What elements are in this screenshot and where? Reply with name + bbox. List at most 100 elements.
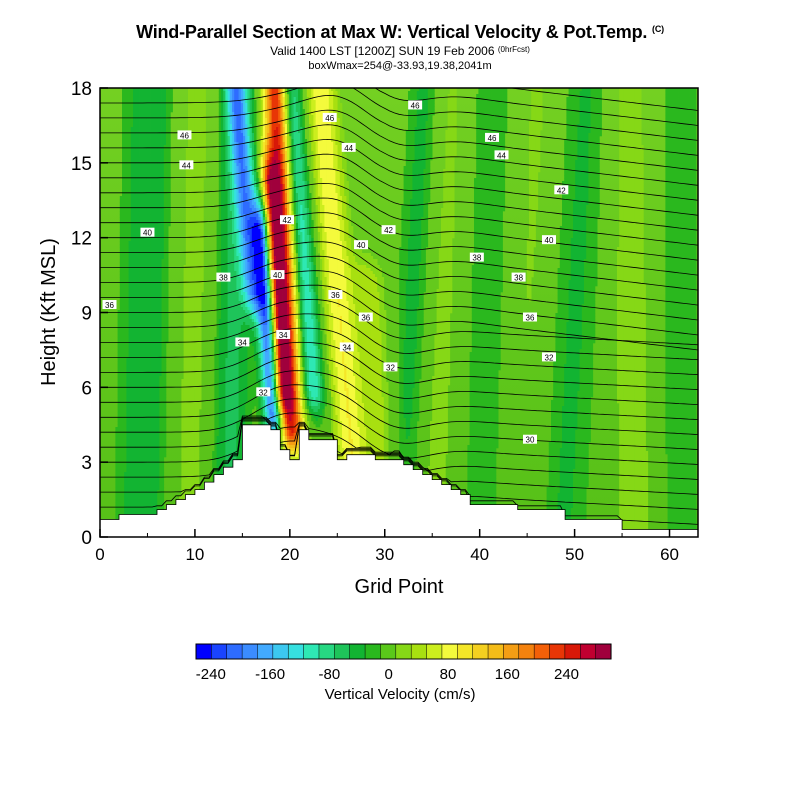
velocity-cell <box>166 109 169 113</box>
velocity-cell <box>579 112 583 116</box>
velocity-cell <box>298 121 301 125</box>
velocity-cell <box>234 142 237 146</box>
velocity-cell <box>423 124 426 128</box>
velocity-cell <box>271 175 275 179</box>
velocity-cell <box>674 142 677 146</box>
velocity-cell <box>491 130 495 134</box>
velocity-cell <box>137 148 140 152</box>
velocity-cell <box>258 130 261 134</box>
velocity-cell <box>238 172 242 176</box>
velocity-cell <box>155 130 158 134</box>
velocity-cell <box>133 169 136 173</box>
velocity-cell <box>192 115 195 119</box>
velocity-cell <box>133 109 136 113</box>
velocity-cell <box>267 154 270 158</box>
velocity-cell <box>595 115 598 119</box>
velocity-cell <box>421 88 424 92</box>
velocity-cell <box>452 88 455 92</box>
velocity-cell <box>445 169 448 173</box>
velocity-cell <box>592 157 596 161</box>
velocity-cell <box>135 148 138 152</box>
velocity-cell <box>623 136 627 140</box>
velocity-cell <box>445 130 448 134</box>
velocity-cell <box>500 112 503 116</box>
velocity-cell <box>665 91 668 95</box>
velocity-cell <box>234 94 237 98</box>
velocity-cell <box>412 178 415 182</box>
velocity-cell <box>581 106 585 110</box>
velocity-cell <box>487 115 490 119</box>
velocity-cell <box>135 178 138 182</box>
velocity-cell <box>278 103 281 107</box>
velocity-cell <box>240 100 244 104</box>
velocity-cell <box>150 106 154 110</box>
velocity-cell <box>410 175 413 179</box>
velocity-cell <box>482 151 486 155</box>
velocity-cell <box>445 160 448 164</box>
velocity-cell <box>322 178 325 182</box>
velocity-cell <box>588 94 591 98</box>
velocity-cell <box>487 142 490 146</box>
velocity-cell <box>485 160 488 164</box>
velocity-cell <box>218 109 222 113</box>
velocity-cell <box>245 142 248 146</box>
velocity-cell <box>529 175 532 179</box>
velocity-cell <box>148 121 151 125</box>
velocity-cell <box>592 172 596 176</box>
velocity-cell <box>584 103 587 107</box>
velocity-cell <box>403 169 407 173</box>
velocity-cell <box>311 94 314 98</box>
velocity-cell <box>260 172 264 176</box>
velocity-cell <box>333 148 336 152</box>
velocity-cell <box>623 112 627 116</box>
velocity-cell <box>592 106 596 110</box>
velocity-cell <box>229 169 233 173</box>
velocity-cell <box>320 133 323 137</box>
velocity-cell <box>577 139 580 143</box>
velocity-cell <box>152 124 156 128</box>
velocity-cell <box>251 127 255 131</box>
velocity-cell <box>566 97 569 101</box>
velocity-cell <box>628 124 631 128</box>
velocity-cell <box>489 91 492 95</box>
velocity-cell <box>313 91 316 95</box>
velocity-cell <box>445 133 448 137</box>
velocity-cell <box>480 88 484 92</box>
velocity-cell <box>581 163 585 167</box>
velocity-cell <box>687 160 690 164</box>
velocity-cell <box>619 169 622 173</box>
velocity-cell <box>570 121 574 125</box>
velocity-cell <box>254 166 257 170</box>
velocity-cell <box>317 112 321 116</box>
velocity-cell <box>590 109 594 113</box>
velocity-cell <box>449 157 453 161</box>
velocity-cell <box>185 181 189 185</box>
velocity-cell <box>260 94 264 98</box>
velocity-cell <box>126 157 129 161</box>
velocity-cell <box>141 121 145 125</box>
velocity-cell <box>144 127 147 131</box>
velocity-cell <box>491 175 495 179</box>
velocity-cell <box>533 88 536 92</box>
velocity-cell <box>302 145 305 149</box>
velocity-cell <box>190 154 193 158</box>
velocity-cell <box>148 106 151 110</box>
velocity-cell <box>196 172 200 176</box>
velocity-cell <box>416 142 420 146</box>
velocity-cell <box>300 130 303 134</box>
velocity-cell <box>676 154 679 158</box>
velocity-cell <box>502 163 506 167</box>
velocity-cell <box>344 169 347 173</box>
velocity-cell <box>317 160 321 164</box>
velocity-cell <box>148 109 151 113</box>
velocity-cell <box>302 142 305 146</box>
velocity-cell <box>284 148 288 152</box>
velocity-cell <box>267 166 270 170</box>
velocity-cell <box>339 175 343 179</box>
velocity-cell <box>689 160 693 164</box>
velocity-cell <box>267 124 270 128</box>
velocity-cell <box>260 88 264 92</box>
velocity-cell <box>588 136 591 140</box>
velocity-cell <box>423 151 426 155</box>
velocity-cell <box>322 151 325 155</box>
